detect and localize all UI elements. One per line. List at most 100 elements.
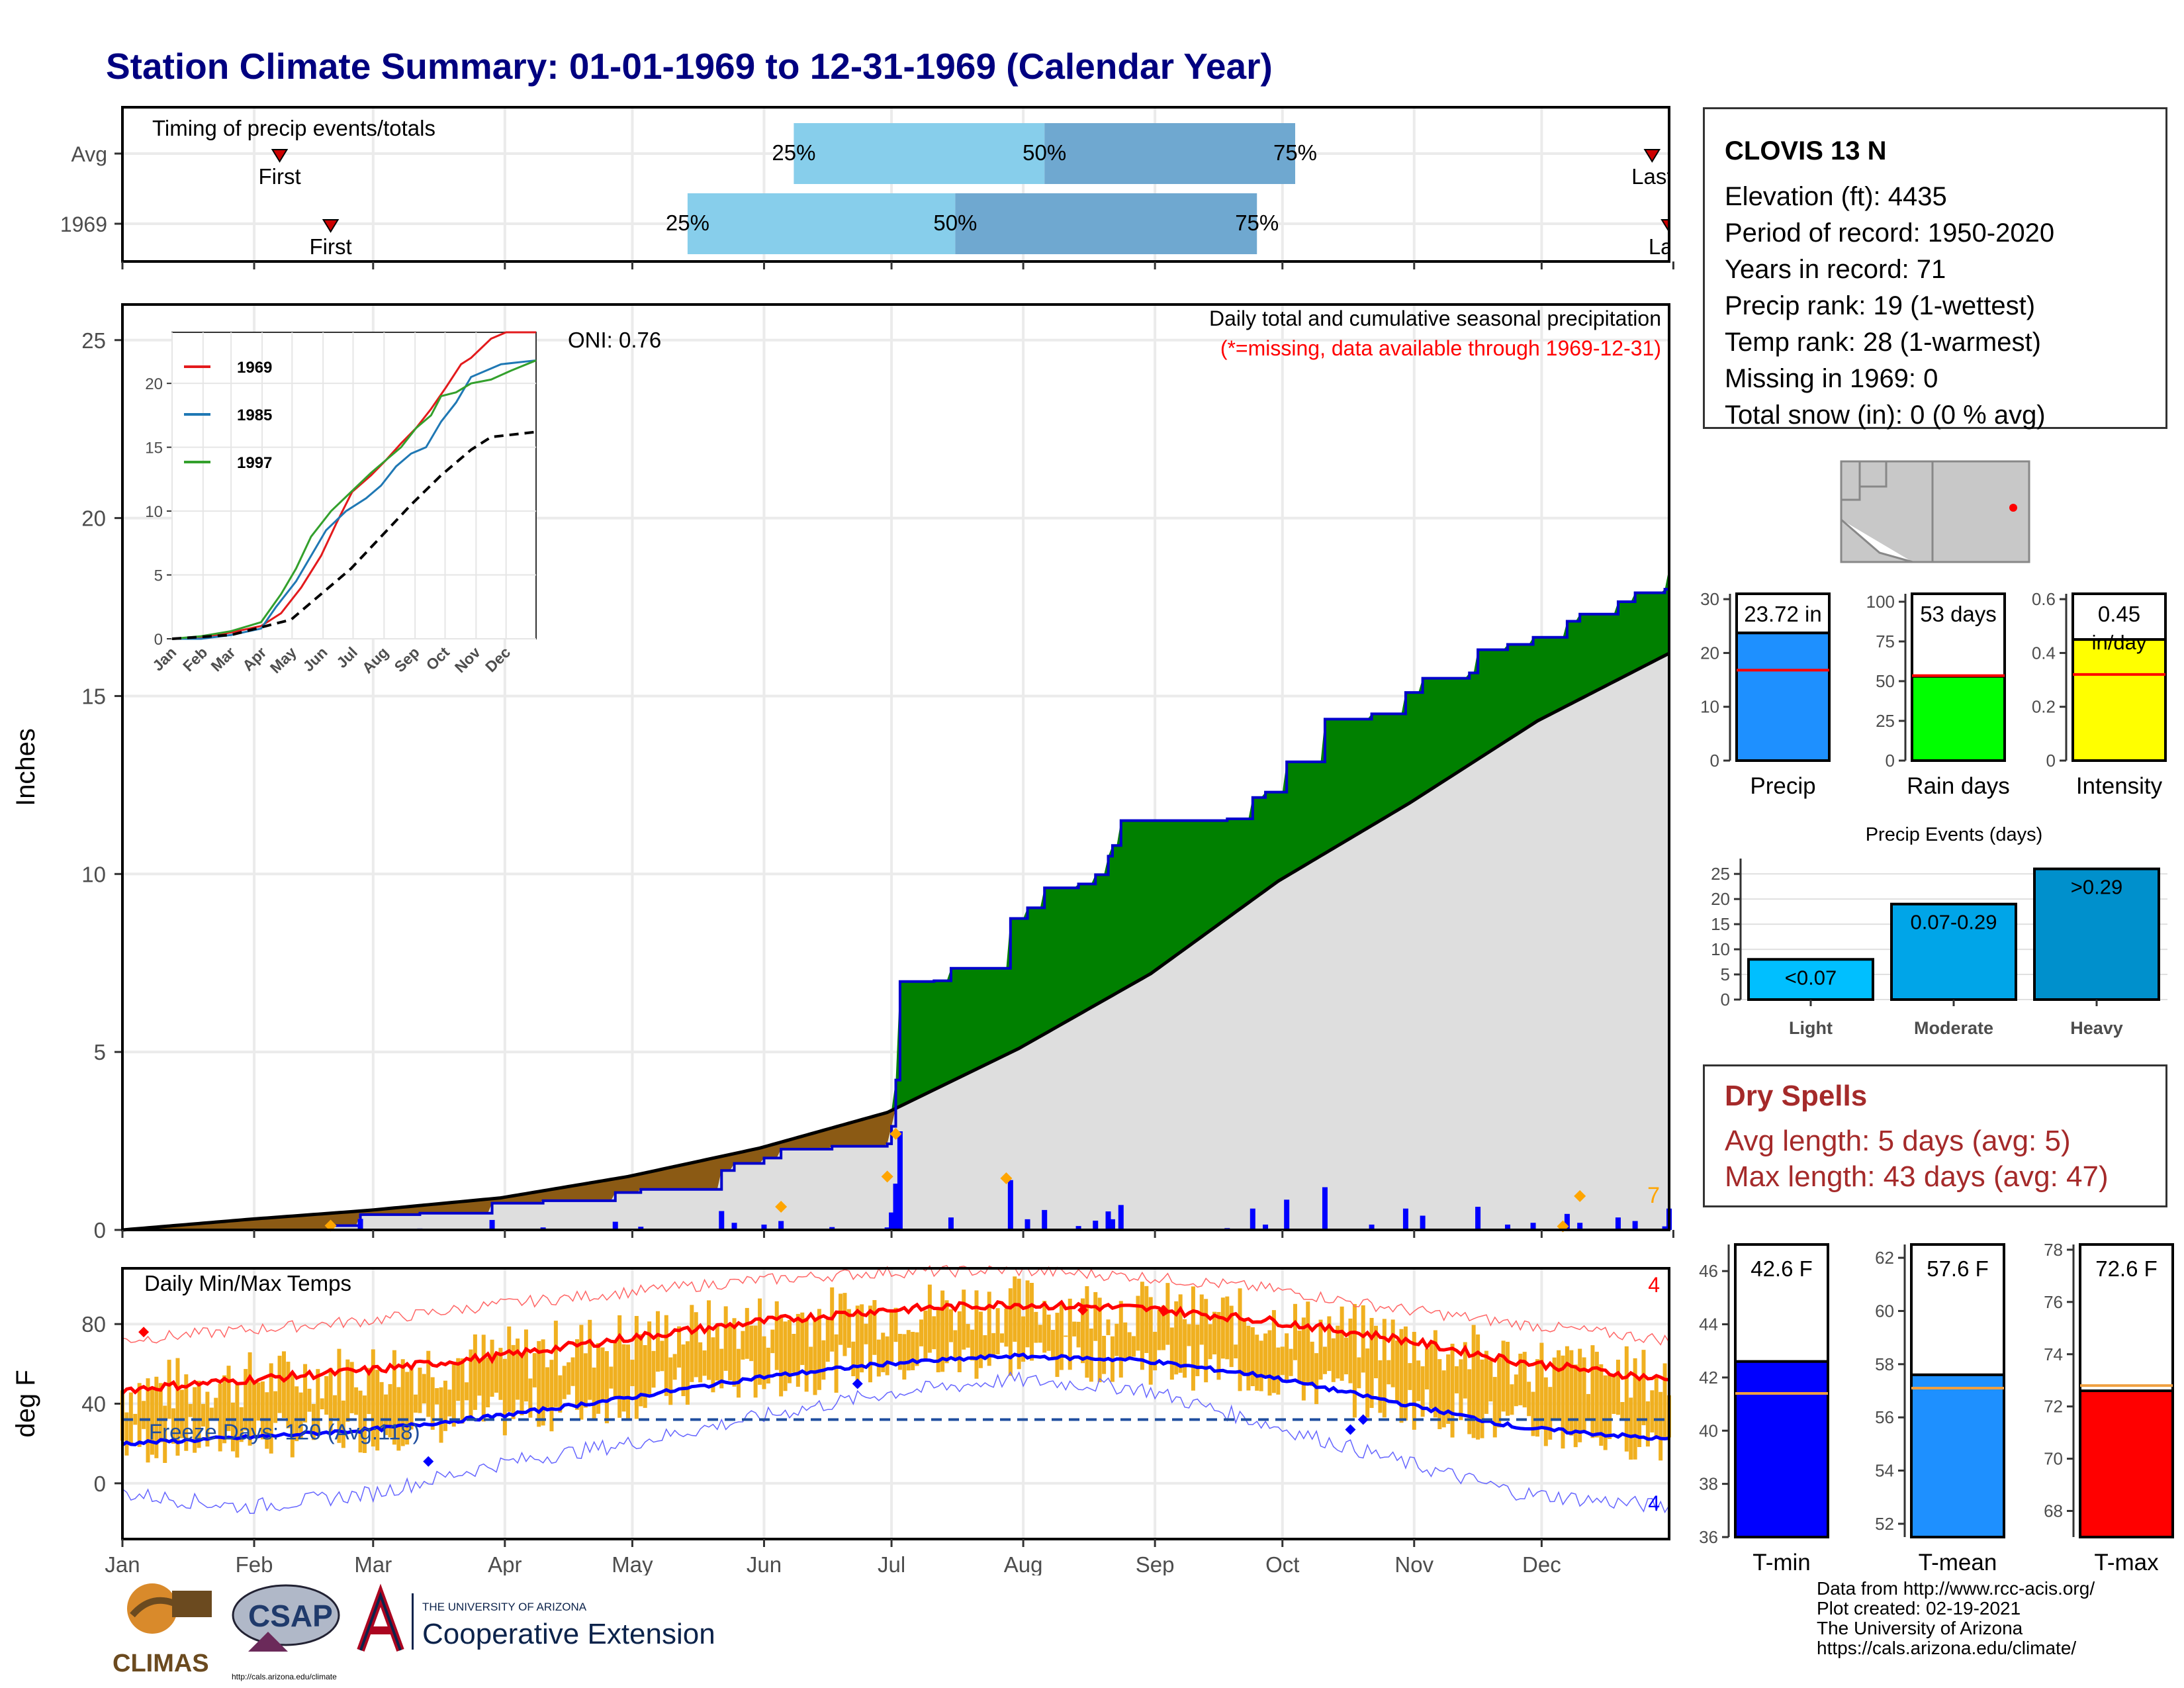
daily-temp-bar	[230, 1402, 235, 1452]
daily-temp-bar	[962, 1289, 966, 1350]
daily-temp-bar	[1051, 1329, 1056, 1360]
summary-subchart-rain-days: 0 25 50 75 100 53 days Rain days	[1866, 592, 2010, 799]
summary-ytick-label: 0	[1710, 751, 1719, 771]
daily-temp-bar	[915, 1332, 919, 1366]
summary-ytick-label: 0	[2046, 751, 2056, 771]
daily-temp-bar	[698, 1342, 703, 1383]
daily-temp-bar	[388, 1383, 392, 1438]
daily-temp-bar	[520, 1352, 524, 1416]
daily-temp-bar	[1590, 1345, 1595, 1438]
daily-temp-bar	[1565, 1346, 1569, 1431]
daily-temp-bar	[1034, 1311, 1038, 1343]
daily-temp-bar	[630, 1360, 635, 1386]
credits: Data from http://www.rcc-acis.org/ Plot …	[1817, 1579, 2095, 1658]
daily-temp-bar	[469, 1349, 473, 1419]
timing-last-label: Last	[1631, 164, 1672, 189]
daily-temp-bar	[1552, 1357, 1557, 1421]
summary-category-label: Intensity	[2076, 773, 2163, 799]
daily-temp-bar	[1042, 1301, 1047, 1353]
daily-precip-bar	[761, 1224, 767, 1230]
daily-temp-bar	[235, 1383, 240, 1458]
daily-precip-bar	[1530, 1223, 1536, 1230]
summary-ytick-label: 25	[1876, 711, 1895, 731]
daily-temp-bar	[800, 1312, 805, 1366]
daily-temp-bar	[813, 1319, 817, 1395]
daily-temp-bar	[384, 1394, 388, 1435]
daily-temp-bar	[723, 1306, 728, 1371]
temp-ytick-label: 0	[94, 1472, 106, 1496]
daily-temp-bar	[341, 1400, 345, 1448]
daily-temp-bar	[1637, 1378, 1642, 1448]
daily-temp-bar	[715, 1323, 719, 1381]
daily-temp-bar	[541, 1339, 545, 1426]
timing-panel: Timing of precip events/totals Avg 25% 50% 7…	[60, 99, 1694, 271]
snow-count: 7	[1647, 1183, 1660, 1208]
record-low-marker	[423, 1456, 434, 1467]
daily-temp-bar	[490, 1339, 494, 1397]
daily-temp-bar	[825, 1319, 830, 1362]
daily-temp-bar	[944, 1300, 949, 1364]
summary-subchart-intensity: 0 0.2 0.4 0.6 0.45 in/day Intensity	[2032, 589, 2167, 799]
daily-temp-bar	[405, 1372, 410, 1445]
daily-temp-bar	[1242, 1319, 1246, 1376]
summary-value-box	[2079, 1243, 2174, 1392]
record-max-line	[122, 1264, 1670, 1346]
daily-temp-bar	[179, 1389, 184, 1438]
daily-temp-bar	[647, 1321, 652, 1395]
daily-temp-bar	[486, 1357, 490, 1408]
temp-summary-chart: 36 38 40 42 44 46 42.6 F T-min 52 54 56 58 60 62 57.6 …	[1699, 1240, 2174, 1575]
daily-temp-bar	[783, 1321, 788, 1391]
daily-temp-bar	[337, 1348, 341, 1443]
summary-ytick-label: 38	[1699, 1474, 1718, 1494]
daily-temp-bar	[936, 1309, 940, 1373]
daily-temp-bar	[163, 1405, 167, 1464]
daily-temp-bar	[1289, 1348, 1293, 1376]
csap-logo-url: http://cals.arizona.edu/climate	[232, 1672, 337, 1681]
daily-temp-bar	[1220, 1297, 1225, 1359]
inset-ytick-label: 0	[154, 631, 163, 649]
daily-temp-bar	[201, 1403, 205, 1427]
daily-temp-bar	[1650, 1390, 1655, 1432]
summary-ytick-label: 0	[1886, 751, 1895, 771]
timing-row-label: 1969	[60, 212, 107, 236]
daily-temp-bar	[133, 1413, 138, 1425]
events-category-label: Moderate	[1914, 1018, 1993, 1038]
summary-ytick-label: 40	[1699, 1421, 1718, 1440]
daily-temp-bar	[507, 1326, 512, 1412]
daily-precip-bar	[1564, 1213, 1570, 1230]
daily-temp-bar	[860, 1304, 864, 1373]
events-bar-label: <0.07	[1785, 966, 1837, 989]
daily-temp-bar	[702, 1350, 707, 1376]
daily-temp-bar	[494, 1353, 498, 1393]
events-ytick-label: 25	[1711, 864, 1730, 884]
daily-temp-bar	[150, 1387, 154, 1455]
inset-frame	[171, 332, 537, 639]
daily-temp-bar	[817, 1309, 821, 1390]
daily-temp-bar	[1433, 1330, 1437, 1418]
daily-precip-bar	[1093, 1221, 1099, 1230]
daily-temp-bar	[1340, 1306, 1344, 1381]
timing-pct-label: 75%	[1235, 211, 1279, 235]
daily-temp-bar	[400, 1359, 405, 1446]
daily-temp-bar	[770, 1329, 775, 1354]
dry-spells-title: Dry Spells	[1725, 1080, 1868, 1112]
daily-temp-bar	[303, 1364, 308, 1423]
snow-marker	[1574, 1190, 1586, 1202]
daily-temp-bar	[1000, 1333, 1005, 1343]
daily-temp-bar	[1301, 1317, 1306, 1401]
timing-bar-50-75	[1044, 123, 1296, 184]
month-label: Aug	[1004, 1552, 1043, 1575]
daily-temp-bar	[1620, 1401, 1625, 1420]
daily-temp-bar	[1212, 1311, 1217, 1355]
timing-pct-label: 25%	[666, 211, 709, 235]
daily-temp-bar	[1492, 1377, 1497, 1438]
month-label: Mar	[354, 1552, 392, 1575]
daily-temp-bar	[1594, 1352, 1599, 1438]
daily-temp-bar	[1506, 1342, 1510, 1416]
daily-temp-bar	[987, 1291, 991, 1366]
daily-temp-bar	[1285, 1333, 1289, 1380]
inset-series-line-1997	[171, 359, 537, 640]
csap-logo: CSAP http://cals.arizona.edu/climate	[232, 1584, 340, 1681]
daily-temp-bar	[269, 1363, 273, 1454]
daily-temp-bar	[567, 1362, 571, 1395]
